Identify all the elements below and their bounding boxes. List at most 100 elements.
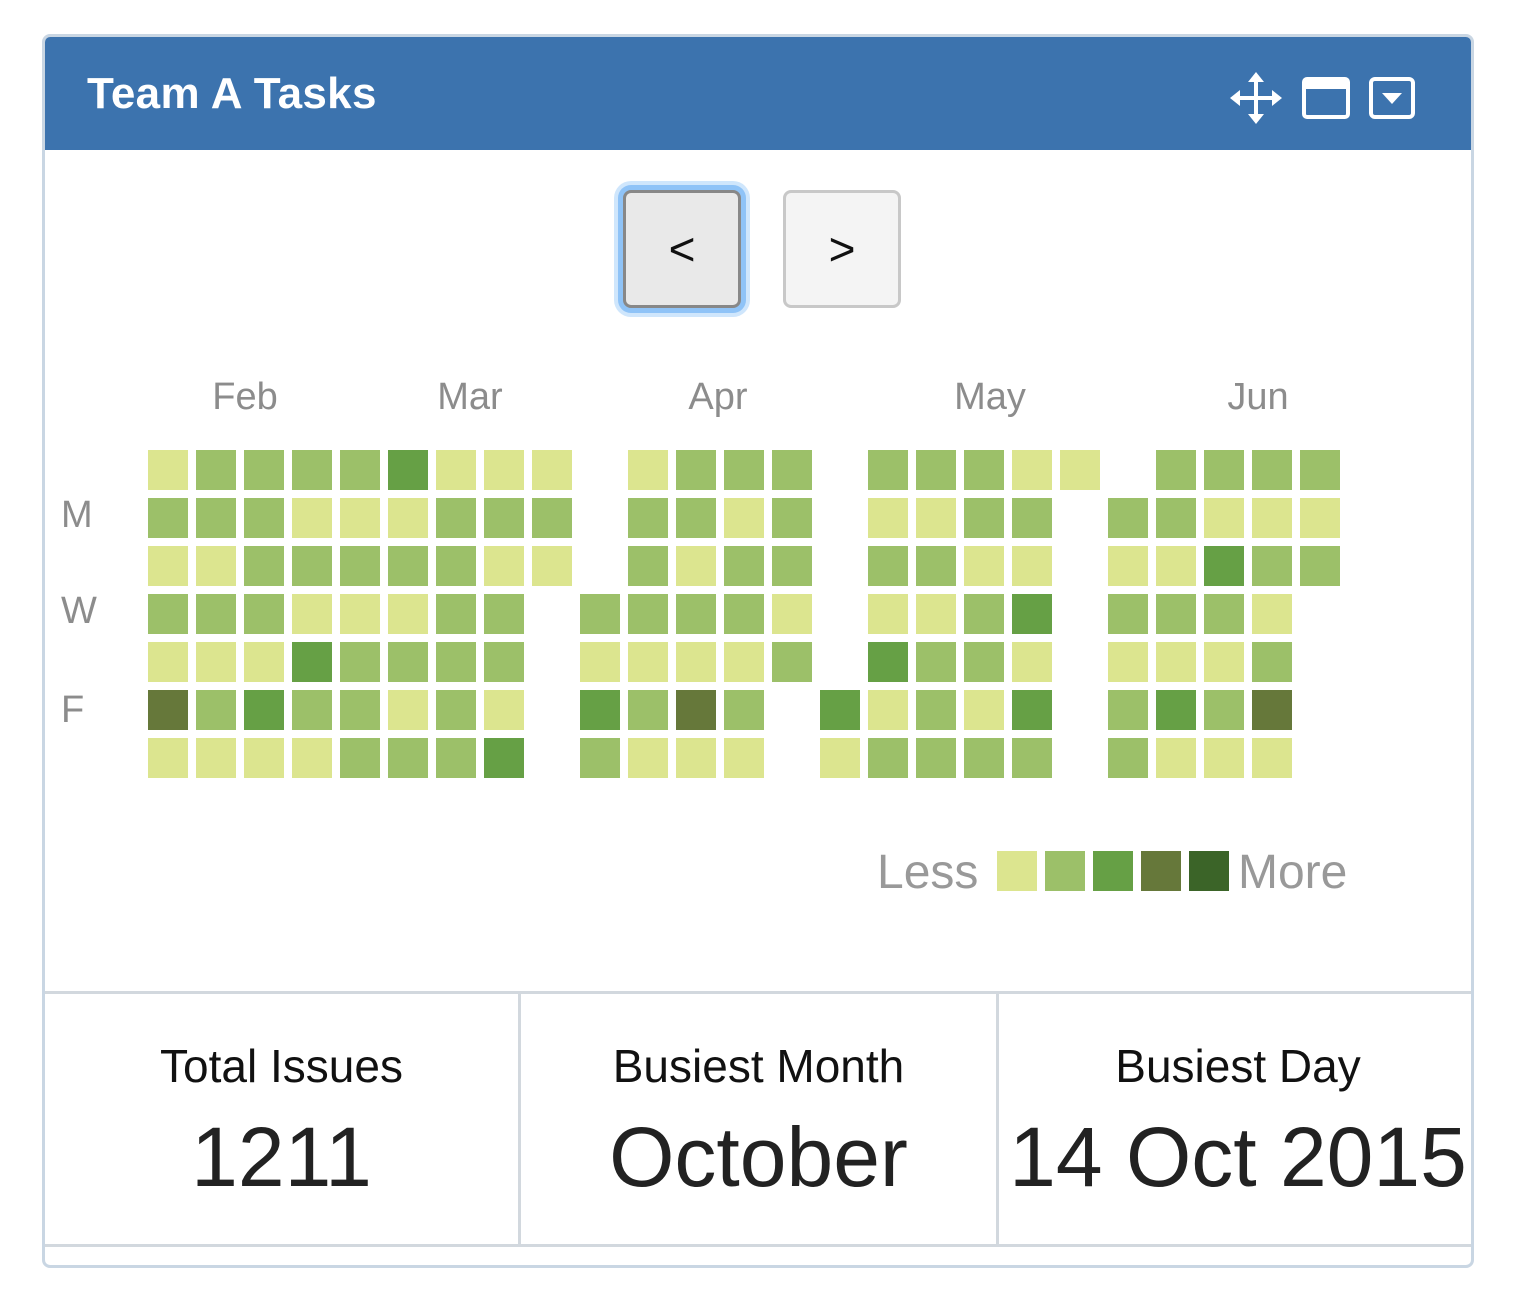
day-cell[interactable] [484,546,524,586]
day-cell[interactable] [916,738,956,778]
day-cell[interactable] [484,450,524,490]
day-cell[interactable] [964,498,1004,538]
day-cell[interactable] [148,450,188,490]
day-cell[interactable] [772,594,812,634]
day-cell[interactable] [244,690,284,730]
day-cell[interactable] [436,546,476,586]
day-cell[interactable] [868,546,908,586]
day-cell[interactable] [388,450,428,490]
day-cell[interactable] [196,450,236,490]
day-cell[interactable] [1012,690,1052,730]
day-cell[interactable] [724,690,764,730]
day-cell[interactable] [1012,642,1052,682]
day-cell[interactable] [1204,690,1244,730]
day-cell[interactable] [628,642,668,682]
day-cell[interactable] [916,642,956,682]
day-cell[interactable] [724,498,764,538]
maximize-icon[interactable] [1299,71,1353,125]
day-cell[interactable] [148,642,188,682]
day-cell[interactable] [724,450,764,490]
day-cell[interactable] [724,642,764,682]
day-cell[interactable] [1156,594,1196,634]
day-cell[interactable] [1108,690,1148,730]
day-cell[interactable] [628,498,668,538]
day-cell[interactable] [292,690,332,730]
day-cell[interactable] [388,546,428,586]
day-cell[interactable] [340,738,380,778]
day-cell[interactable] [484,594,524,634]
day-cell[interactable] [244,450,284,490]
day-cell[interactable] [244,594,284,634]
day-cell[interactable] [724,546,764,586]
day-cell[interactable] [388,594,428,634]
day-cell[interactable] [388,642,428,682]
move-icon[interactable] [1229,71,1283,125]
day-cell[interactable] [196,738,236,778]
day-cell[interactable] [436,738,476,778]
day-cell[interactable] [196,642,236,682]
day-cell[interactable] [436,594,476,634]
day-cell[interactable] [484,738,524,778]
day-cell[interactable] [916,450,956,490]
day-cell[interactable] [1156,546,1196,586]
day-cell[interactable] [340,546,380,586]
day-cell[interactable] [628,594,668,634]
day-cell[interactable] [628,546,668,586]
day-cell[interactable] [1108,594,1148,634]
day-cell[interactable] [148,594,188,634]
day-cell[interactable] [340,450,380,490]
day-cell[interactable] [1108,546,1148,586]
day-cell[interactable] [580,642,620,682]
day-cell[interactable] [868,738,908,778]
day-cell[interactable] [484,498,524,538]
day-cell[interactable] [148,498,188,538]
day-cell[interactable] [1012,450,1052,490]
day-cell[interactable] [1252,546,1292,586]
day-cell[interactable] [628,690,668,730]
day-cell[interactable] [1204,594,1244,634]
day-cell[interactable] [772,450,812,490]
day-cell[interactable] [244,498,284,538]
day-cell[interactable] [244,642,284,682]
day-cell[interactable] [292,498,332,538]
day-cell[interactable] [436,642,476,682]
day-cell[interactable] [724,594,764,634]
day-cell[interactable] [1204,498,1244,538]
day-cell[interactable] [340,690,380,730]
day-cell[interactable] [1012,594,1052,634]
day-cell[interactable] [340,594,380,634]
day-cell[interactable] [196,594,236,634]
day-cell[interactable] [292,546,332,586]
day-cell[interactable] [964,642,1004,682]
day-cell[interactable] [1252,450,1292,490]
day-cell[interactable] [628,450,668,490]
day-cell[interactable] [676,690,716,730]
day-cell[interactable] [196,546,236,586]
day-cell[interactable] [532,450,572,490]
day-cell[interactable] [340,498,380,538]
day-cell[interactable] [1108,498,1148,538]
day-cell[interactable] [964,546,1004,586]
day-cell[interactable] [244,546,284,586]
day-cell[interactable] [580,690,620,730]
day-cell[interactable] [580,594,620,634]
day-cell[interactable] [1108,738,1148,778]
day-cell[interactable] [388,498,428,538]
day-cell[interactable] [436,690,476,730]
day-cell[interactable] [1252,594,1292,634]
day-cell[interactable] [772,498,812,538]
day-cell[interactable] [1012,546,1052,586]
day-cell[interactable] [964,738,1004,778]
day-cell[interactable] [724,738,764,778]
day-cell[interactable] [436,498,476,538]
day-cell[interactable] [1108,642,1148,682]
day-cell[interactable] [196,690,236,730]
day-cell[interactable] [532,546,572,586]
day-cell[interactable] [580,738,620,778]
day-cell[interactable] [532,498,572,538]
day-cell[interactable] [1156,738,1196,778]
day-cell[interactable] [292,450,332,490]
day-cell[interactable] [1252,690,1292,730]
previous-button[interactable]: < [623,190,741,308]
day-cell[interactable] [1204,450,1244,490]
